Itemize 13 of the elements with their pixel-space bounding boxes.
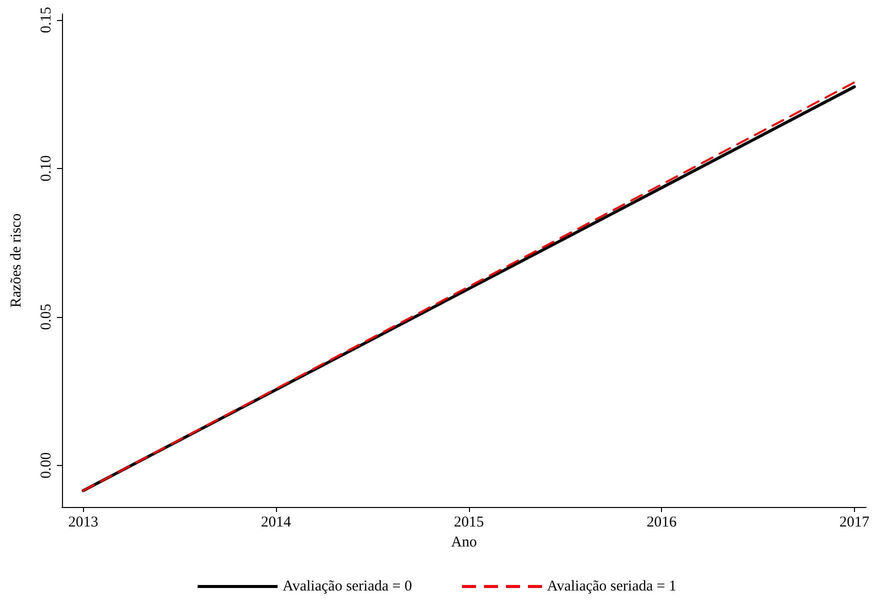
legend-label: Avaliação seriada = 0 xyxy=(282,578,412,594)
x-tick-label: 2013 xyxy=(68,514,98,530)
x-tick-label: 2014 xyxy=(261,514,292,530)
y-axis-title: Razões de risco xyxy=(8,213,24,308)
x-axis-title: Ano xyxy=(451,534,477,550)
x-tick-label: 2016 xyxy=(646,514,678,530)
legend-label: Avaliação seriada = 1 xyxy=(547,578,676,594)
x-tick-label: 2015 xyxy=(454,514,484,530)
y-tick-label: 0.10 xyxy=(38,155,54,182)
y-tick-label: 0.15 xyxy=(38,6,54,34)
y-tick-label: 0.00 xyxy=(38,452,54,479)
x-tick-label: 2017 xyxy=(839,514,870,530)
y-tick-label: 0.05 xyxy=(38,304,54,330)
